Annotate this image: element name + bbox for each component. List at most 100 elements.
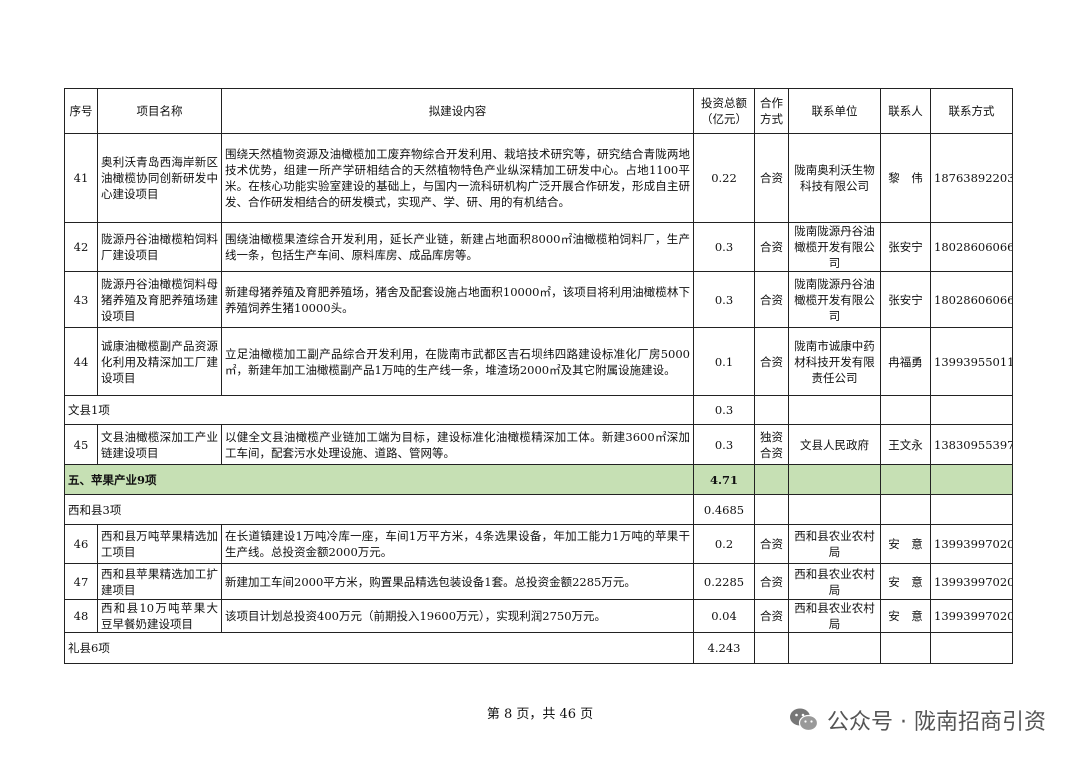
- contact-person: 张安宁: [880, 271, 931, 328]
- group-amount: 4.71: [693, 464, 755, 495]
- row-number: 48: [64, 599, 98, 633]
- investment-amount: 0.3: [693, 271, 755, 328]
- project-name: 西和县10万吨苹果大豆早餐奶建设项目: [97, 599, 222, 633]
- group-amount: 4.243: [693, 632, 755, 664]
- watermark: 公众号 · 陇南招商引资: [789, 704, 1046, 736]
- project-content: 新建母猪养殖及育肥养殖场，猪舍及配套设施占地面积10000㎡，该项目将利用油橄榄…: [221, 271, 694, 328]
- header-no: 序号: [64, 88, 98, 134]
- empty-cell: [930, 464, 1013, 495]
- wechat-icon: [790, 708, 819, 732]
- empty-cell: [880, 494, 931, 525]
- contact-phone: 13993997020: [930, 563, 1013, 600]
- contact-unit: 西和县农业农村局: [788, 599, 881, 633]
- empty-cell: [930, 632, 1013, 664]
- contact-phone: 18763892203: [930, 133, 1013, 223]
- empty-cell: [788, 632, 881, 664]
- contact-person: 黎 伟: [880, 133, 931, 223]
- cooperation-mode: 合资: [754, 327, 789, 396]
- investment-amount: 0.2: [693, 524, 755, 564]
- empty-cell: [930, 494, 1013, 525]
- table-row: 46 西和县万吨苹果精选加工项目 在长道镇建设1万吨冷库一座，车间1万平方米，4条选…: [64, 524, 1013, 564]
- group-label: 西和县3项: [64, 494, 694, 525]
- investment-amount: 0.1: [693, 327, 755, 396]
- contact-phone: 13993955011: [930, 327, 1013, 396]
- contact-person: 安 意: [880, 563, 931, 600]
- row-number: 47: [64, 563, 98, 600]
- empty-cell: [880, 632, 931, 664]
- watermark-text: 公众号 · 陇南招商引资: [827, 710, 1046, 735]
- group-row: 礼县6项 4.243: [64, 632, 1013, 664]
- group-amount: 0.3: [693, 395, 755, 425]
- group-amount: 0.4685: [693, 494, 755, 525]
- project-content: 新建加工车间2000平方米，购置果品精选包装设备1套。总投资金额2285万元。: [221, 563, 694, 600]
- empty-cell: [788, 464, 881, 495]
- investment-amount: 0.04: [693, 599, 755, 633]
- cooperation-mode: 合资: [754, 599, 789, 633]
- project-content: 立足油橄榄加工副产品综合开发利用，在陇南市武都区吉石坝纬四路建设标准化厂房500…: [221, 327, 694, 396]
- empty-cell: [930, 395, 1013, 425]
- contact-unit: 西和县农业农村局: [788, 563, 881, 600]
- header-phone: 联系方式: [930, 88, 1013, 134]
- project-content: 在长道镇建设1万吨冷库一座，车间1万平方米，4条选果设备，年加工能力1万吨的苹果…: [221, 524, 694, 564]
- table-row: 41 奥利沃青岛西海岸新区油橄榄协同创新研发中心建设项目 围绕天然植物资源及油橄榄加…: [64, 133, 1013, 223]
- table-row: 48 西和县10万吨苹果大豆早餐奶建设项目 该项目计划总投资400万元（前期投入19…: [64, 599, 1013, 633]
- row-number: 46: [64, 524, 98, 564]
- project-table: 序号 项目名称 拟建设内容 投资总额（亿元） 合作方式 联系单位 联系人 联系方…: [64, 88, 1013, 664]
- contact-unit: 陇南陇源丹谷油橄榄开发有限公司: [788, 271, 881, 328]
- table-row: 43 陇源丹谷油橄榄饲料母猪养殖及育肥养殖场建设项目 新建母猪养殖及育肥养殖场，猪舍…: [64, 271, 1013, 328]
- table-row: 42 陇源丹谷油橄榄粕饲料厂建设项目 围绕油橄榄果渣综合开发利用，延长产业链，新建占…: [64, 222, 1013, 272]
- empty-cell: [788, 395, 881, 425]
- header-name: 项目名称: [97, 88, 222, 134]
- table-header: 序号 项目名称 拟建设内容 投资总额（亿元） 合作方式 联系单位 联系人 联系方…: [64, 88, 1013, 134]
- project-content: 以健全文县油橄榄产业链加工端为目标，建设标准化油橄榄精深加工体。新建3600㎡深…: [221, 424, 694, 465]
- header-content: 拟建设内容: [221, 88, 694, 134]
- cooperation-mode: 合资: [754, 133, 789, 223]
- section-row: 五、苹果产业9项 4.71: [64, 464, 1013, 495]
- project-name: 西和县苹果精选加工扩建项目: [97, 563, 222, 600]
- header-unit: 联系单位: [788, 88, 881, 134]
- header-person: 联系人: [880, 88, 931, 134]
- project-name: 西和县万吨苹果精选加工项目: [97, 524, 222, 564]
- contact-person: 安 意: [880, 599, 931, 633]
- header-mode: 合作方式: [754, 88, 789, 134]
- contact-person: 王文永: [880, 424, 931, 465]
- row-number: 44: [64, 327, 98, 396]
- empty-cell: [754, 494, 789, 525]
- empty-cell: [880, 464, 931, 495]
- project-content: 围绕油橄榄果渣综合开发利用，延长产业链，新建占地面积8000㎡油橄榄粕饲料厂，生…: [221, 222, 694, 272]
- investment-amount: 0.2285: [693, 563, 755, 600]
- project-name: 诚康油橄榄副产品资源化利用及精深加工厂建设项目: [97, 327, 222, 396]
- table-row: 45 文县油橄榄深加工产业链建设项目 以健全文县油橄榄产业链加工端为目标，建设标准化…: [64, 424, 1013, 465]
- page-number: 第 8 页，共 46 页: [486, 707, 594, 722]
- contact-phone: 13830955397: [930, 424, 1013, 465]
- project-name: 陇源丹谷油橄榄饲料母猪养殖及育肥养殖场建设项目: [97, 271, 222, 328]
- investment-amount: 0.22: [693, 133, 755, 223]
- contact-phone: 13993997020: [930, 599, 1013, 633]
- table-row: 44 诚康油橄榄副产品资源化利用及精深加工厂建设项目 立足油橄榄加工副产品综合开发利…: [64, 327, 1013, 396]
- group-row: 西和县3项 0.4685: [64, 494, 1013, 525]
- project-content: 该项目计划总投资400万元（前期投入19600万元），实现利润2750万元。: [221, 599, 694, 633]
- cooperation-mode: 合资: [754, 271, 789, 328]
- project-name: 奥利沃青岛西海岸新区油橄榄协同创新研发中心建设项目: [97, 133, 222, 223]
- project-name: 文县油橄榄深加工产业链建设项目: [97, 424, 222, 465]
- project-content: 围绕天然植物资源及油橄榄加工废弃物综合开发利用、栽培技术研究等，研究结合青陇两地…: [221, 133, 694, 223]
- cooperation-mode: 合资: [754, 524, 789, 564]
- group-row: 文县1项 0.3: [64, 395, 1013, 425]
- project-name: 陇源丹谷油橄榄粕饲料厂建设项目: [97, 222, 222, 272]
- contact-phone: 18028606066: [930, 271, 1013, 328]
- row-number: 41: [64, 133, 98, 223]
- group-label: 文县1项: [64, 395, 694, 425]
- contact-person: 安 意: [880, 524, 931, 564]
- cooperation-mode: 独资合资: [754, 424, 789, 465]
- cooperation-mode: 合资: [754, 222, 789, 272]
- empty-cell: [754, 464, 789, 495]
- contact-unit: 陇南陇源丹谷油橄榄开发有限公司: [788, 222, 881, 272]
- empty-cell: [788, 494, 881, 525]
- contact-unit: 文县人民政府: [788, 424, 881, 465]
- contact-phone: 13993997020: [930, 524, 1013, 564]
- empty-cell: [880, 395, 931, 425]
- table-row: 47 西和县苹果精选加工扩建项目 新建加工车间2000平方米，购置果品精选包装设备1…: [64, 563, 1013, 600]
- contact-unit: 西和县农业农村局: [788, 524, 881, 564]
- row-number: 42: [64, 222, 98, 272]
- row-number: 43: [64, 271, 98, 328]
